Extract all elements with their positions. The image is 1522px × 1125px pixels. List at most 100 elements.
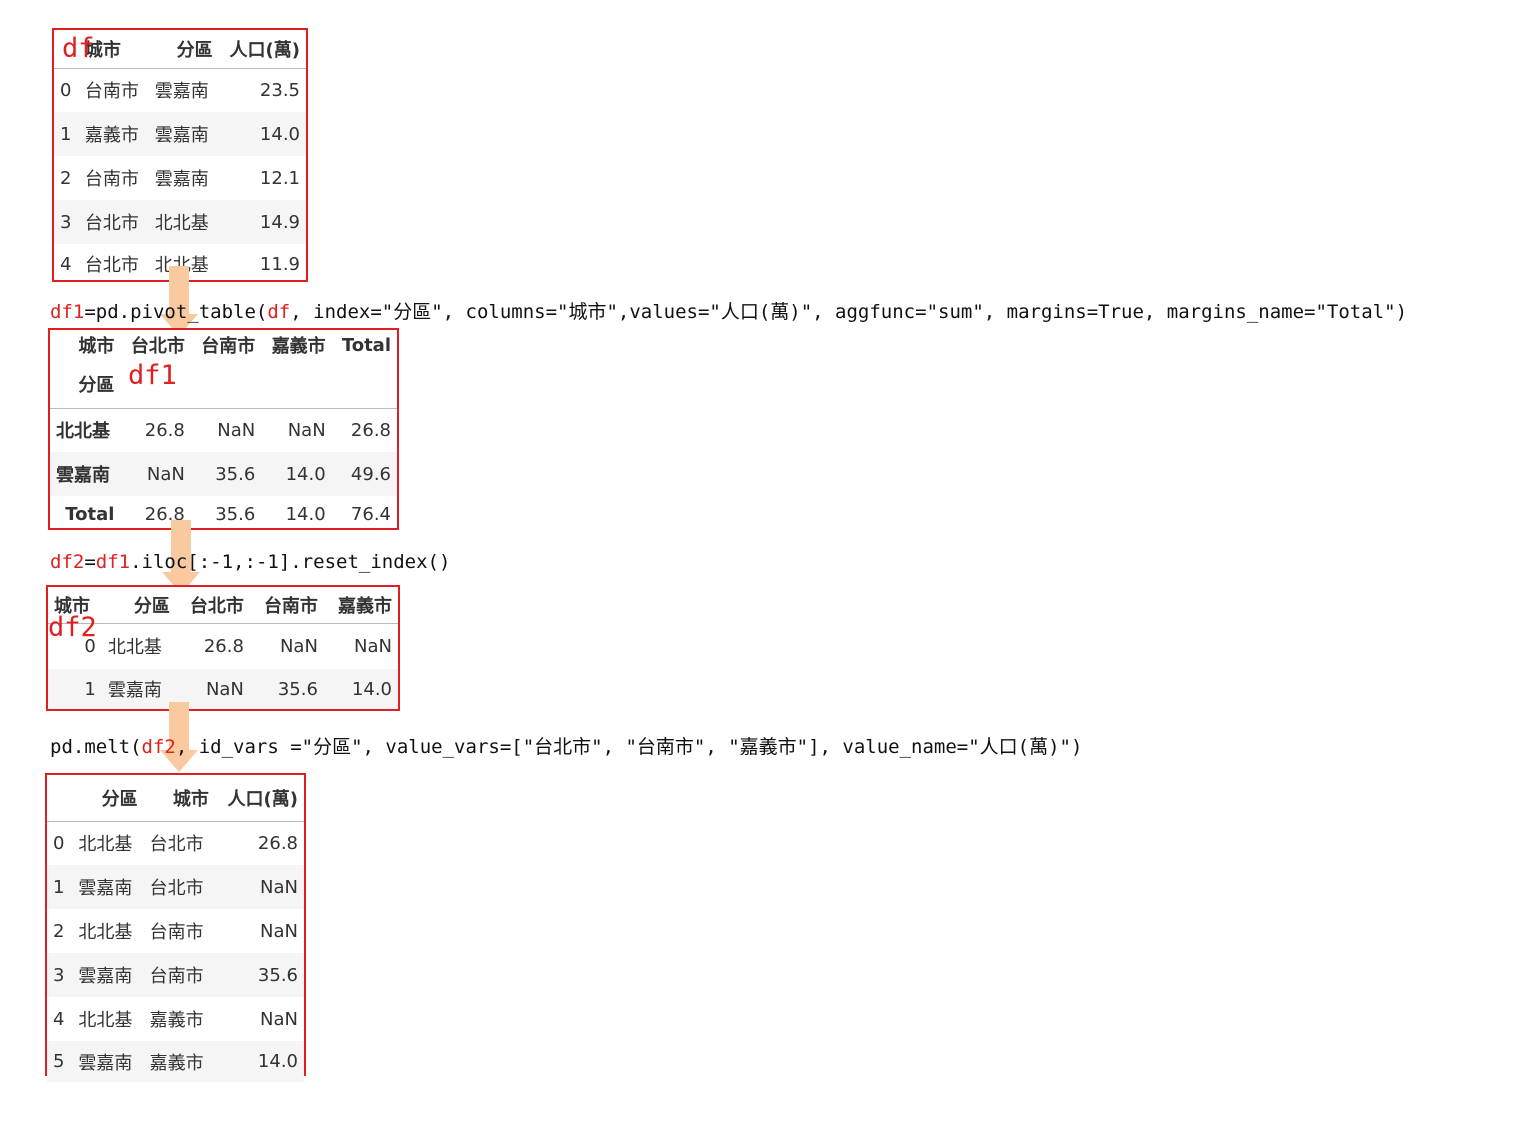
row-index: 1 bbox=[47, 865, 73, 909]
cell: NaN bbox=[279, 635, 318, 657]
row-index: 0 bbox=[60, 79, 72, 101]
col-header: Total bbox=[341, 334, 391, 356]
row-index: 4 bbox=[60, 253, 72, 275]
cell: 台北市 bbox=[143, 865, 215, 909]
row-index: 2 bbox=[60, 167, 72, 189]
cell: 35.6 bbox=[215, 503, 256, 525]
pivot-code-line: df1=pd.pivot_table(df, index="分區", colum… bbox=[50, 297, 1407, 324]
row-index: 4 bbox=[53, 1008, 65, 1030]
cell: 26.8 bbox=[144, 503, 185, 525]
cell: 14.9 bbox=[218, 200, 306, 244]
cell: 14.0 bbox=[323, 669, 398, 709]
cell: 台南市 bbox=[84, 81, 139, 103]
code-arg: df bbox=[267, 301, 291, 323]
col-header: 人口(萬) bbox=[214, 775, 304, 822]
cell: 11.9 bbox=[259, 253, 300, 275]
col-header: 台北市 bbox=[175, 587, 250, 624]
cell: 26.8 bbox=[203, 635, 244, 657]
cell: 台北市 bbox=[149, 834, 204, 856]
code-arg: df1 bbox=[95, 551, 131, 573]
cell: 嘉義市 bbox=[78, 112, 149, 156]
code-text: =pd.pivot_table( bbox=[84, 301, 268, 323]
cell: 14.0 bbox=[285, 503, 326, 525]
row-index: 0 bbox=[53, 832, 65, 854]
code-text: pd.melt( bbox=[50, 736, 142, 758]
melt-code-line: pd.melt(df2, id_vars ="分區", value_vars=[… bbox=[50, 732, 1082, 759]
cell: 嘉義市 bbox=[149, 1010, 204, 1031]
col-header: 嘉義市 bbox=[323, 587, 398, 624]
cell: 雲嘉南 bbox=[154, 81, 209, 103]
df1-table-frame: 城市 台北市 台南市 嘉義市 Total 分區 北北基 26.8 NaN NaN… bbox=[48, 328, 399, 530]
columns-name: 城市 bbox=[48, 587, 102, 624]
iloc-code-line: df2=df1.iloc[:-1,:-1].reset_index() bbox=[50, 551, 450, 573]
cell: 雲嘉南 bbox=[72, 865, 144, 909]
col-header: 分區 bbox=[101, 587, 176, 624]
cell: 23.5 bbox=[259, 79, 300, 101]
df1-tag: df1 bbox=[128, 360, 177, 391]
table-row: 4 北北基 嘉義市 NaN bbox=[47, 997, 304, 1041]
melt-table-frame: 分區 城市 人口(萬) 0 北北基 台北市 26.8 1 雲嘉南 台北市 NaN… bbox=[45, 773, 306, 1082]
cell: NaN bbox=[354, 635, 392, 657]
row-index: 北北基 bbox=[56, 421, 110, 443]
col-header: 嘉義市 bbox=[271, 336, 326, 357]
code-var: df2 bbox=[50, 551, 85, 573]
table-row: 雲嘉南 NaN 35.6 14.0 49.6 bbox=[50, 452, 397, 496]
cell: 14.0 bbox=[261, 452, 332, 496]
col-header: 分區 bbox=[72, 775, 144, 822]
table-row: 0 北北基 26.8 NaN NaN bbox=[48, 623, 398, 669]
cell: NaN bbox=[260, 920, 298, 942]
melt-table: 分區 城市 人口(萬) 0 北北基 台北市 26.8 1 雲嘉南 台北市 NaN… bbox=[47, 775, 304, 1082]
df2-tag: df2 bbox=[48, 612, 97, 643]
cell: 雲嘉南 bbox=[148, 112, 219, 156]
cell: NaN bbox=[217, 419, 256, 441]
table-row: 0 台南市 雲嘉南 23.5 bbox=[54, 68, 306, 112]
df-tag: df bbox=[62, 33, 95, 64]
cell: 雲嘉南 bbox=[101, 669, 176, 709]
cell: 35.6 bbox=[190, 452, 262, 496]
col-header: 台北市 bbox=[130, 336, 185, 357]
row-index: 3 bbox=[47, 953, 73, 997]
table-row: 北北基 26.8 NaN NaN 26.8 bbox=[50, 408, 397, 452]
cell: 北北基 bbox=[149, 244, 219, 284]
cell: 12.1 bbox=[259, 167, 300, 189]
cell: 北北基 bbox=[148, 200, 219, 244]
code-text: , index="分區", columns="城市",values="人口(萬)… bbox=[290, 301, 1408, 323]
table-row: 2 台南市 雲嘉南 12.1 bbox=[54, 156, 306, 200]
cell: 台南市 bbox=[143, 953, 215, 997]
row-index: Total bbox=[65, 503, 115, 525]
table-row: 1 雲嘉南 台北市 NaN bbox=[47, 865, 304, 909]
cell: 台北市 bbox=[84, 255, 139, 276]
cell: 嘉義市 bbox=[143, 1041, 215, 1082]
col-header: 分區 bbox=[148, 30, 219, 69]
cell: 35.6 bbox=[249, 669, 324, 709]
cell: 14.0 bbox=[214, 1041, 304, 1082]
df-table: 城市 分區 人口(萬) 0 台南市 雲嘉南 23.5 1 嘉義市 雲嘉南 14.… bbox=[54, 30, 306, 284]
cell: NaN bbox=[287, 419, 326, 441]
table-row: Total 26.8 35.6 14.0 76.4 bbox=[50, 496, 397, 532]
row-index: 雲嘉南 bbox=[50, 452, 121, 496]
table-row: 2 北北基 台南市 NaN bbox=[47, 909, 304, 953]
col-header: 人口(萬) bbox=[218, 30, 306, 69]
code-arg: df2 bbox=[141, 736, 176, 758]
cell: 76.4 bbox=[350, 503, 391, 525]
cell: 台北市 bbox=[78, 200, 149, 244]
cell: NaN bbox=[260, 1008, 298, 1030]
col-header: 城市 bbox=[143, 775, 215, 822]
index-name: 分區 bbox=[50, 360, 121, 409]
cell: 雲嘉南 bbox=[72, 1041, 144, 1082]
df-table-frame: 城市 分區 人口(萬) 0 台南市 雲嘉南 23.5 1 嘉義市 雲嘉南 14.… bbox=[52, 28, 308, 282]
cell: 北北基 bbox=[78, 1010, 133, 1031]
table-row: 1 嘉義市 雲嘉南 14.0 bbox=[54, 112, 306, 156]
table-row: 5 雲嘉南 嘉義市 14.0 bbox=[47, 1041, 304, 1082]
columns-name: 城市 bbox=[78, 336, 115, 357]
cell: 14.0 bbox=[218, 112, 306, 156]
df2-table-frame: 城市 分區 台北市 台南市 嘉義市 0 北北基 26.8 NaN NaN 1 雲… bbox=[46, 585, 400, 711]
df2-table: 城市 分區 台北市 台南市 嘉義市 0 北北基 26.8 NaN NaN 1 雲… bbox=[48, 587, 398, 709]
index-header bbox=[54, 30, 79, 69]
cell: 台南市 bbox=[84, 169, 139, 190]
row-index: 1 bbox=[48, 669, 102, 709]
cell: 北北基 bbox=[78, 922, 133, 943]
code-text: .iloc[:-1,:-1].reset_index() bbox=[130, 551, 451, 573]
col-header: 城市 bbox=[78, 30, 149, 69]
code-var: df1 bbox=[50, 301, 85, 323]
